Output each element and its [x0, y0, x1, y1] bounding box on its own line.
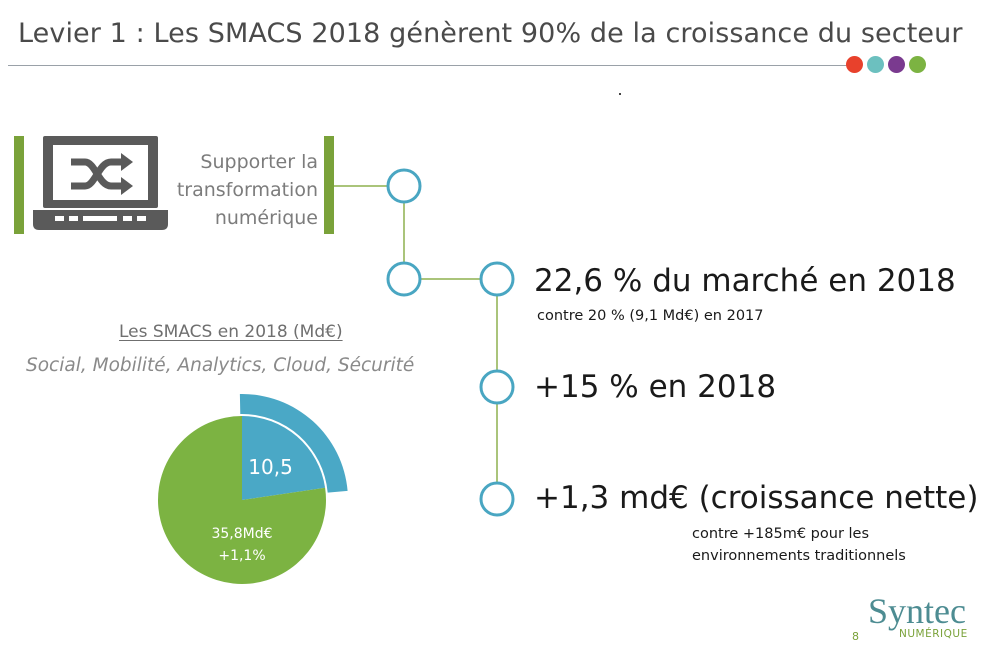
smacs-pie-chart: 10,5 35,8Md€ +1,1%: [158, 394, 348, 584]
stat-growth: +15 % en 2018: [534, 369, 777, 405]
note-line: contre +185m€ pour les: [692, 526, 870, 542]
stat-market-share-note: contre 20 % (9,1 Md€) en 2017: [537, 308, 764, 324]
pie-slice-smacs: [242, 416, 326, 500]
color-dot: [846, 56, 863, 73]
node-circle: [479, 261, 515, 297]
node-circle: [386, 168, 422, 204]
note-line: environnements traditionnels: [692, 548, 906, 564]
shuffle-laptop-icon: [33, 136, 168, 230]
page-number: 8: [852, 630, 859, 643]
slice-label: 35,8Md€: [211, 526, 272, 542]
right-accent-bar: [324, 136, 334, 234]
title-divider: [8, 65, 858, 66]
support-line: Supporter la: [200, 151, 318, 173]
left-accent-bar: [14, 136, 24, 234]
stat-net-growth-note: contre +185m€ pour les environnements tr…: [692, 523, 906, 567]
color-dot: [867, 56, 884, 73]
slice-sublabel: +1,1%: [218, 548, 265, 564]
support-line: numérique: [214, 207, 318, 229]
node-circle: [479, 481, 515, 517]
support-line: transformation: [176, 179, 318, 201]
slice-label: 10,5: [248, 455, 293, 479]
node-circle: [479, 369, 515, 405]
pie-slice-rest: [158, 416, 326, 584]
stat-market-share: 22,6 % du marché en 2018: [534, 263, 956, 299]
pie-highlight-arc: [239, 394, 348, 493]
color-dots: [846, 56, 926, 73]
node-circle: [386, 261, 422, 297]
brand-subtitle: NUMÉRIQUE: [899, 628, 968, 640]
page-title: Levier 1 : Les SMACS 2018 génèrent 90% d…: [18, 18, 963, 49]
stat-net-growth: +1,3 md€ (croissance nette): [534, 480, 979, 516]
color-dot: [888, 56, 905, 73]
pie-title: Les SMACS en 2018 (Md€): [119, 322, 343, 342]
pie-subtitle: Social, Mobilité, Analytics, Cloud, Sécu…: [26, 355, 415, 376]
support-text: Supporter la transformation numérique: [150, 148, 318, 232]
brand-logo: Syntec: [868, 591, 966, 631]
color-dot: [909, 56, 926, 73]
speck: [619, 93, 621, 95]
